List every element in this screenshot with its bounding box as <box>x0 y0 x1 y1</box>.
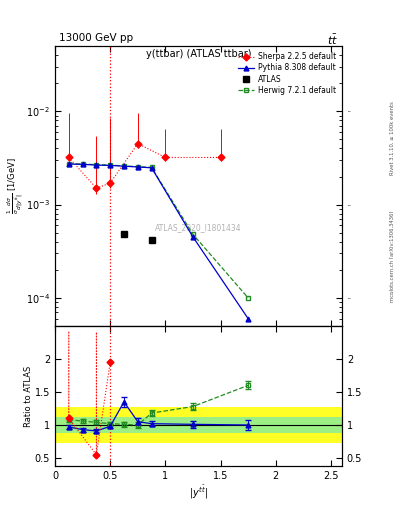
Text: mcplots.cern.ch [arXiv:1306.3436]: mcplots.cern.ch [arXiv:1306.3436] <box>390 210 393 302</box>
Herwig 7.2.1 default <box>94 162 99 168</box>
Pythia 8.308 default <box>108 162 112 168</box>
ATLAS <box>121 231 126 238</box>
Text: Rivet 3.1.10, ≥ 100k events: Rivet 3.1.10, ≥ 100k events <box>390 101 393 175</box>
Pythia 8.308 default <box>191 234 195 240</box>
Herwig 7.2.1 default <box>80 161 85 167</box>
Herwig 7.2.1 default <box>149 164 154 170</box>
Herwig 7.2.1 default <box>136 164 140 170</box>
Herwig 7.2.1 default <box>108 162 112 168</box>
Line: Pythia 8.308 default: Pythia 8.308 default <box>66 162 251 321</box>
Pythia 8.308 default <box>94 162 99 168</box>
Herwig 7.2.1 default <box>191 231 195 238</box>
Y-axis label: $\frac{1}{\sigma}\frac{d\sigma}{d|y^{t\bar{t}}|}$ [1/GeV]: $\frac{1}{\sigma}\frac{d\sigma}{d|y^{t\b… <box>5 158 25 215</box>
Pythia 8.308 default <box>136 164 140 170</box>
Text: 13000 GeV pp: 13000 GeV pp <box>59 33 133 44</box>
Pythia 8.308 default <box>66 161 71 167</box>
Herwig 7.2.1 default <box>66 161 71 167</box>
Line: ATLAS: ATLAS <box>121 231 155 243</box>
Herwig 7.2.1 default <box>121 163 126 169</box>
X-axis label: $|y^{t\bar{t}}|$: $|y^{t\bar{t}}|$ <box>189 483 208 501</box>
Text: y(ttbar) (ATLAS ttbar): y(ttbar) (ATLAS ttbar) <box>146 49 251 59</box>
Herwig 7.2.1 default <box>246 295 250 301</box>
Text: ATLAS_2020_I1801434: ATLAS_2020_I1801434 <box>155 224 242 232</box>
Pythia 8.308 default <box>121 163 126 169</box>
ATLAS <box>149 237 154 243</box>
Text: $t\bar{t}$: $t\bar{t}$ <box>327 33 338 48</box>
Pythia 8.308 default <box>149 165 154 171</box>
Pythia 8.308 default <box>246 315 250 322</box>
Y-axis label: Ratio to ATLAS: Ratio to ATLAS <box>24 366 33 426</box>
Legend: Sherpa 2.2.5 default, Pythia 8.308 default, ATLAS, Herwig 7.2.1 default: Sherpa 2.2.5 default, Pythia 8.308 defau… <box>236 50 338 97</box>
Line: Herwig 7.2.1 default: Herwig 7.2.1 default <box>66 161 251 301</box>
Pythia 8.308 default <box>80 161 85 167</box>
